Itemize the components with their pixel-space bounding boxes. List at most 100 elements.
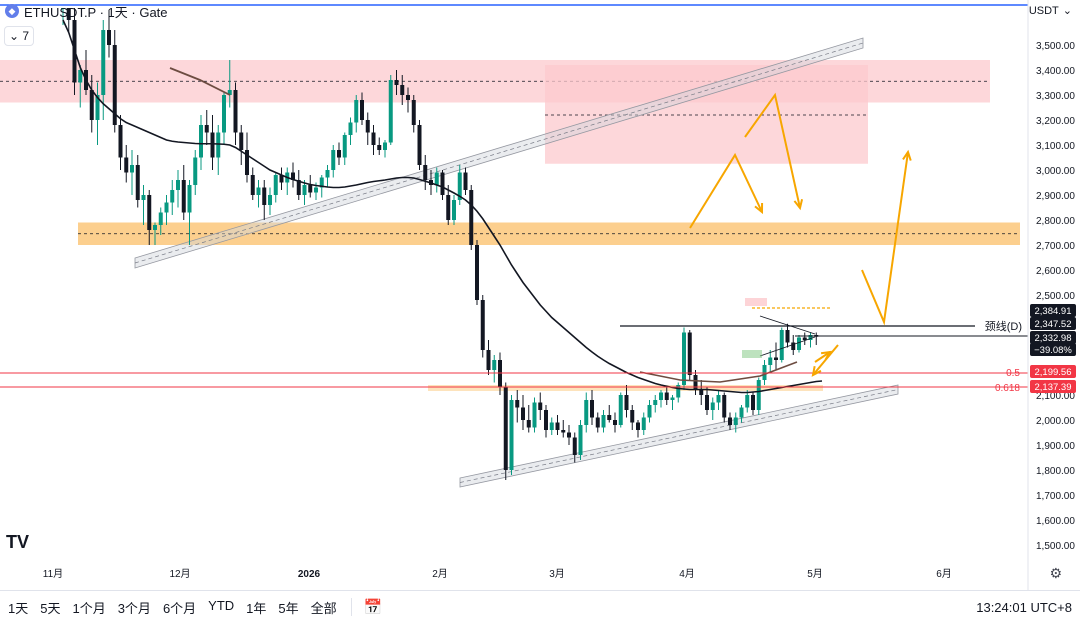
forecast-arrow-5 [814,351,831,363]
ma-brown-upper [169,67,231,96]
candle-body [199,125,203,158]
forecast-arrow-4 [812,344,839,376]
neckline-label: 颈线(D) [985,319,1022,333]
candle-body [567,432,571,438]
candle-body [452,200,456,220]
candle-body [153,225,157,230]
candle-body [728,417,732,425]
chart-header: ◆ ETHUSDT.P · 1天 · Gate [0,0,168,22]
candle-body [699,390,704,395]
candle-body [388,80,393,143]
candle-body [480,300,485,350]
triangle-lower [759,336,816,357]
small-pink-box [745,298,767,306]
candle-body [641,417,646,430]
timeframe-6m[interactable]: 6个月 [162,600,197,616]
y-tick-label: 2,900.00 [1036,191,1075,202]
y-tick-label: 2,500.00 [1036,291,1075,302]
candle-body [250,175,255,195]
candle-body [291,172,295,180]
candle-body [314,187,318,193]
arrow-head [820,350,832,361]
x-tick-label: 6月 [936,568,952,580]
price-tag-neckline-bg [1030,317,1076,330]
candle-body [331,150,336,170]
candle-body [503,387,508,470]
candle-body [492,360,497,370]
timeframe-group: 1天 5天 1个月 3个月 6个月 YTD 1年 5年 全部 [8,598,337,617]
y-tick-label: 1,700.00 [1036,491,1075,502]
candle-body [532,402,537,428]
candle-body [377,145,382,150]
candle-body [227,90,232,95]
price-tag-neckline: 2,347.52 [1035,319,1072,330]
price-tag-change-bg [1030,343,1076,356]
candle-body [659,392,663,400]
candle-body [118,125,123,158]
timeframe-5d[interactable]: 5天 [40,600,61,616]
arrow-head [793,199,804,211]
candle-body [670,397,675,400]
candle-body [682,332,686,385]
timeframe-1d[interactable]: 1天 [8,600,29,616]
candle-body [256,187,261,195]
y-tick-label: 3,200.00 [1036,116,1075,127]
candle-body [61,8,65,9]
candle-body [268,195,272,205]
candle-body [176,180,180,190]
candle-body [135,165,140,200]
timeframe-1y[interactable]: 1年 [246,600,267,616]
candle-body [423,165,428,180]
timeframe-5y[interactable]: 5年 [278,600,299,616]
symbol-title[interactable]: ETHUSDT.P · 1天 · Gate [24,4,168,20]
ethereum-icon: ◆ [5,4,19,18]
forecast-arrow-3 [861,151,909,326]
currency-selector[interactable]: USDT ⌄ [1029,4,1072,18]
candle-body [95,95,100,120]
candle-body [538,402,543,410]
ma-line [62,19,823,394]
price-chart[interactable]: 颈线(D)0.50.618 3,500.003,400.003,300.003,… [0,0,1080,590]
candle-body [509,400,514,470]
y-tick-label: 2,800.00 [1036,216,1075,227]
candle-body [722,395,727,418]
candle-body [486,350,491,370]
candle-body [360,100,364,120]
calendar-icon[interactable]: 📅 [350,598,382,616]
candle-body [630,410,635,423]
candle-body [515,400,520,408]
y-tick-label: 3,500.00 [1036,41,1075,52]
candle-body [216,132,221,158]
candle-body [676,385,681,398]
candle-body [457,172,462,200]
bottom-toolbar: 1天 5天 1个月 3个月 6个月 YTD 1年 5年 全部 📅 13:24:0… [0,590,1080,623]
timeframe-1m[interactable]: 1个月 [72,600,106,616]
price-tag-0-618-bg [1030,380,1076,393]
price-tag-high-bg [1030,304,1076,317]
tradingview-logo-icon: TV [6,532,29,552]
candle-body [406,95,410,100]
candle-body [78,70,83,83]
candle-body [411,100,416,125]
clock-time[interactable]: 13:24:01 UTC+8 [976,599,1072,615]
indicator-collapse-button[interactable]: ⌄ 7 [4,26,34,46]
x-tick-label: 2026 [298,569,321,580]
candle-body [279,175,284,183]
x-tick-label: 12月 [169,568,190,580]
candle-body [325,170,330,178]
candle-body [756,380,761,410]
candle-body [544,410,548,430]
y-axis: 3,500.00 3,400.00 3,300.00 3,200.00 3,100.00… [1027,0,1076,590]
timeframe-3m[interactable]: 3个月 [117,600,151,616]
y-tick-label: 1,600.00 [1036,516,1075,527]
timeframe-ytd[interactable]: YTD [208,597,235,613]
settings-gear-icon[interactable]: ⚙ [1049,565,1062,581]
y-tick-label: 3,400.00 [1036,66,1075,77]
candle-body [797,337,801,350]
level-0-5-label: 0.5 [1006,368,1020,379]
candle-body [624,395,629,410]
timeframe-all[interactable]: 全部 [310,600,337,616]
y-tick-label: 2,700.00 [1036,241,1075,252]
candle-body [222,95,226,133]
candle-body [739,407,744,418]
